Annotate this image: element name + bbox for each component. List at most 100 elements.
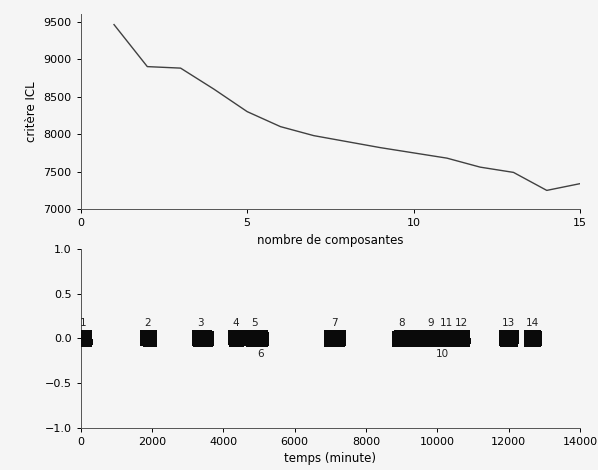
Point [440,335,450,342]
Point [423,335,432,342]
Point [146,331,155,338]
Point [428,337,438,344]
Point [246,335,255,342]
Point [426,338,435,345]
Point [232,333,242,340]
Point [410,333,419,341]
Point [527,335,537,343]
Point [432,338,441,346]
Point [252,330,262,338]
Point [244,339,254,346]
Point [436,337,446,344]
Point [505,331,515,339]
Point [336,339,346,347]
Point [423,332,433,340]
Point [197,334,206,341]
Point [81,333,90,341]
Point [83,331,93,338]
Point [82,340,91,347]
Point [81,334,91,341]
Point [460,339,469,347]
Point [85,336,94,343]
Point [84,331,93,338]
Point [527,335,537,342]
Point [454,339,464,347]
Point [451,332,461,340]
Point [245,333,254,341]
Point [452,335,462,342]
Point [446,337,456,344]
Point [438,332,447,339]
Point [392,338,401,345]
Point [510,337,520,345]
Point [431,339,440,346]
Point [426,340,435,347]
Point [398,338,407,346]
Point [248,335,257,343]
Point [531,332,541,340]
Point [441,340,450,347]
Point [324,335,334,343]
Point [201,330,210,337]
Point [432,332,442,340]
Point [230,337,240,345]
Point [454,339,463,347]
Point [404,336,413,343]
Point [449,333,459,340]
Point [328,331,337,338]
Point [395,329,405,337]
Point [328,336,337,344]
Point [402,333,411,341]
Point [505,330,514,337]
Point [142,336,151,344]
Point [433,338,443,346]
Point [431,337,440,344]
Point [206,332,215,340]
Point [334,330,344,338]
Point [451,338,461,345]
Point [334,336,344,344]
Point [231,331,241,338]
Point [78,332,87,339]
Point [80,334,89,341]
Point [332,332,341,340]
Point [255,339,265,347]
Point [84,337,94,344]
Point [450,332,460,339]
Point [199,335,208,343]
Point [445,339,454,347]
Point [529,334,538,341]
Point [443,340,452,347]
Point [460,340,470,347]
Point [330,336,340,344]
Point [408,333,417,341]
Point [423,334,432,342]
Point [83,339,92,347]
Point [254,338,264,346]
Point [443,336,453,343]
Point [498,339,508,347]
Point [327,339,336,346]
Point [425,338,435,345]
Point [441,335,451,343]
Point [505,337,514,345]
Point [511,334,520,342]
Point [456,330,465,337]
Point [78,339,87,346]
Point [499,334,508,342]
Point [81,332,90,340]
Point [456,336,466,343]
Point [194,339,203,346]
Point [501,338,511,345]
Point [322,334,332,341]
Point [260,337,270,345]
Point [461,331,471,339]
Point [236,339,246,347]
Point [498,331,508,339]
Point [394,335,404,343]
Point [529,331,538,338]
Point [441,332,451,340]
Point [423,339,432,346]
Point [419,334,428,341]
Point [429,334,438,342]
